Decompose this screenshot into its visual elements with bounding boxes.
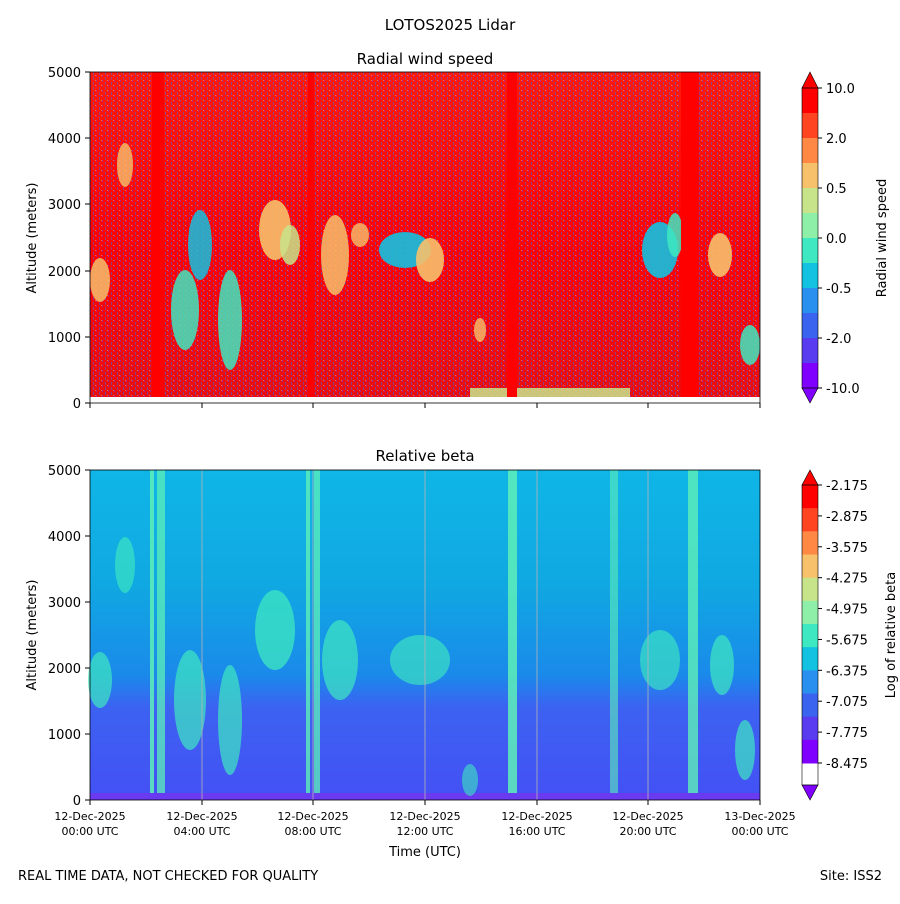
beta-colorbar-tick-label: -5.675 xyxy=(826,633,868,648)
xtick-time: 16:00 UTC xyxy=(508,825,565,838)
beta-colorbar-swatch xyxy=(802,693,818,718)
beta-ytick-label: 4000 xyxy=(48,530,81,545)
wind-colorbar-tick-label: -10.0 xyxy=(826,382,860,397)
wind-ytick-label: 0 xyxy=(73,397,81,412)
beta-colorbar-tick-label: -3.575 xyxy=(826,541,868,556)
beta-colorbar-tick-label: -6.375 xyxy=(826,664,868,679)
beta-y-axis: 0 1000 2000 3000 4000 5000 xyxy=(48,464,90,809)
wind-panel: Radial wind speed xyxy=(25,50,890,412)
beta-colorbar-top-extend xyxy=(801,469,819,486)
wind-colorbar-top-extend xyxy=(801,71,819,89)
beta-colorbar-tick-label: -8.475 xyxy=(826,757,868,772)
beta-colorbar-swatch xyxy=(802,716,818,741)
beta-colorbar-tick-label: -7.075 xyxy=(826,695,868,710)
beta-colorbar-bottom-extend xyxy=(801,784,819,801)
beta-colorbar-swatch xyxy=(802,739,818,764)
wind-colorbar-label: Radial wind speed xyxy=(875,179,890,297)
wind-ytick-label: 2000 xyxy=(48,265,81,280)
wind-colorbar-swatch xyxy=(802,163,818,189)
beta-ytick-label: 3000 xyxy=(48,596,81,611)
wind-colorbar-swatch xyxy=(802,188,818,214)
beta-colorbar-tick-label: -4.275 xyxy=(826,572,868,587)
beta-ytick-label: 5000 xyxy=(48,464,81,479)
beta-ytick-label: 0 xyxy=(73,794,81,809)
xtick-time: 00:00 UTC xyxy=(61,825,118,838)
wind-colorbar-tick-label: -2.0 xyxy=(826,332,851,347)
beta-colorbar-swatch xyxy=(802,624,818,648)
wind-colorbar-swatch xyxy=(802,113,818,139)
xtick-date: 12-Dec-2025 xyxy=(277,810,348,823)
beta-colorbar-tick-label: -4.975 xyxy=(826,603,868,618)
beta-colorbar-tick-label: -2.175 xyxy=(826,479,868,494)
beta-colorbar-swatch xyxy=(802,647,818,671)
wind-x-ticks xyxy=(89,403,761,408)
beta-ylabel: Altitude (meters) xyxy=(25,580,40,691)
beta-colorbar-swatch xyxy=(802,485,818,509)
beta-panel: Relative beta xyxy=(25,447,899,860)
wind-heatmap-base xyxy=(90,397,760,403)
wind-colorbar-swatch xyxy=(802,238,818,264)
wind-colorbar-tick-label: 0.0 xyxy=(826,232,847,247)
xtick-date: 12-Dec-2025 xyxy=(612,810,683,823)
wind-ytick-label: 1000 xyxy=(48,331,81,346)
wind-colorbar-swatch xyxy=(802,338,818,364)
wind-colorbar-bottom-extend xyxy=(801,387,819,404)
wind-title: Radial wind speed xyxy=(357,50,494,68)
beta-colorbar-tick-label: -2.875 xyxy=(826,510,868,525)
beta-colorbar: -2.175 -2.875 -3.575 -4.275 -4.975 -5.675 -6.3… xyxy=(801,469,899,801)
xtick-time: 20:00 UTC xyxy=(619,825,676,838)
beta-colorbar-swatch xyxy=(802,600,818,625)
beta-colorbar-swatch xyxy=(802,554,818,579)
wind-colorbar-swatch xyxy=(802,88,818,114)
wind-ytick-label: 5000 xyxy=(48,66,81,81)
wind-red-bands xyxy=(152,72,699,397)
wind-colorbar-swatch xyxy=(802,263,818,289)
xtick-time: 00:00 UTC xyxy=(731,825,788,838)
wind-patches xyxy=(90,143,760,397)
beta-colorbar-swatch xyxy=(802,508,818,532)
beta-colorbar-swatch xyxy=(802,577,818,602)
wind-colorbar-swatch xyxy=(802,288,818,314)
wind-colorbar-swatch xyxy=(802,213,818,239)
figure-title: LOTOS2025 Lidar xyxy=(385,16,516,34)
xtick-time: 08:00 UTC xyxy=(284,825,341,838)
xtick-date: 13-Dec-2025 xyxy=(724,810,795,823)
wind-colorbar-tick-label: 2.0 xyxy=(826,132,847,147)
beta-colorbar-label: Log of relative beta xyxy=(884,572,899,699)
beta-gridlines xyxy=(201,470,649,800)
wind-ylabel: Altitude (meters) xyxy=(25,183,40,294)
beta-title: Relative beta xyxy=(375,447,474,465)
beta-colorbar-tick-label: -7.775 xyxy=(826,726,868,741)
xtick-time: 04:00 UTC xyxy=(173,825,230,838)
beta-ytick-label: 2000 xyxy=(48,662,81,677)
beta-xlabel: Time (UTC) xyxy=(388,845,461,860)
wind-colorbar-swatch xyxy=(802,363,818,389)
wind-y-axis: 0 1000 2000 3000 4000 5000 xyxy=(48,66,90,412)
wind-colorbar-tick-label: 10.0 xyxy=(826,82,855,97)
beta-x-axis: 12-Dec-2025 00:00 UTC 12-Dec-2025 04:00 … xyxy=(54,800,796,838)
wind-colorbar-tick-label: -0.5 xyxy=(826,282,851,297)
beta-colorbar-swatch xyxy=(802,531,818,555)
wind-colorbar-tick-label: 0.5 xyxy=(826,182,847,197)
beta-ytick-label: 1000 xyxy=(48,728,81,743)
xtick-date: 12-Dec-2025 xyxy=(54,810,125,823)
xtick-date: 12-Dec-2025 xyxy=(166,810,237,823)
beta-bright-bands xyxy=(150,470,698,793)
footer-disclaimer: REAL TIME DATA, NOT CHECKED FOR QUALITY xyxy=(18,869,319,884)
wind-ytick-label: 4000 xyxy=(48,132,81,147)
xtick-time: 12:00 UTC xyxy=(396,825,453,838)
xtick-date: 12-Dec-2025 xyxy=(389,810,460,823)
beta-patches xyxy=(88,537,755,796)
xtick-date: 12-Dec-2025 xyxy=(501,810,572,823)
beta-colorbar-swatch xyxy=(802,670,818,694)
footer-site: Site: ISS2 xyxy=(819,869,882,884)
wind-colorbar-swatch xyxy=(802,313,818,339)
wind-colorbar-swatch xyxy=(802,138,818,164)
wind-colorbar: 10.0 2.0 0.5 0.0 -0.5 -2.0 -10.0 Radial wind s… xyxy=(801,71,890,404)
wind-ytick-label: 3000 xyxy=(48,198,81,213)
